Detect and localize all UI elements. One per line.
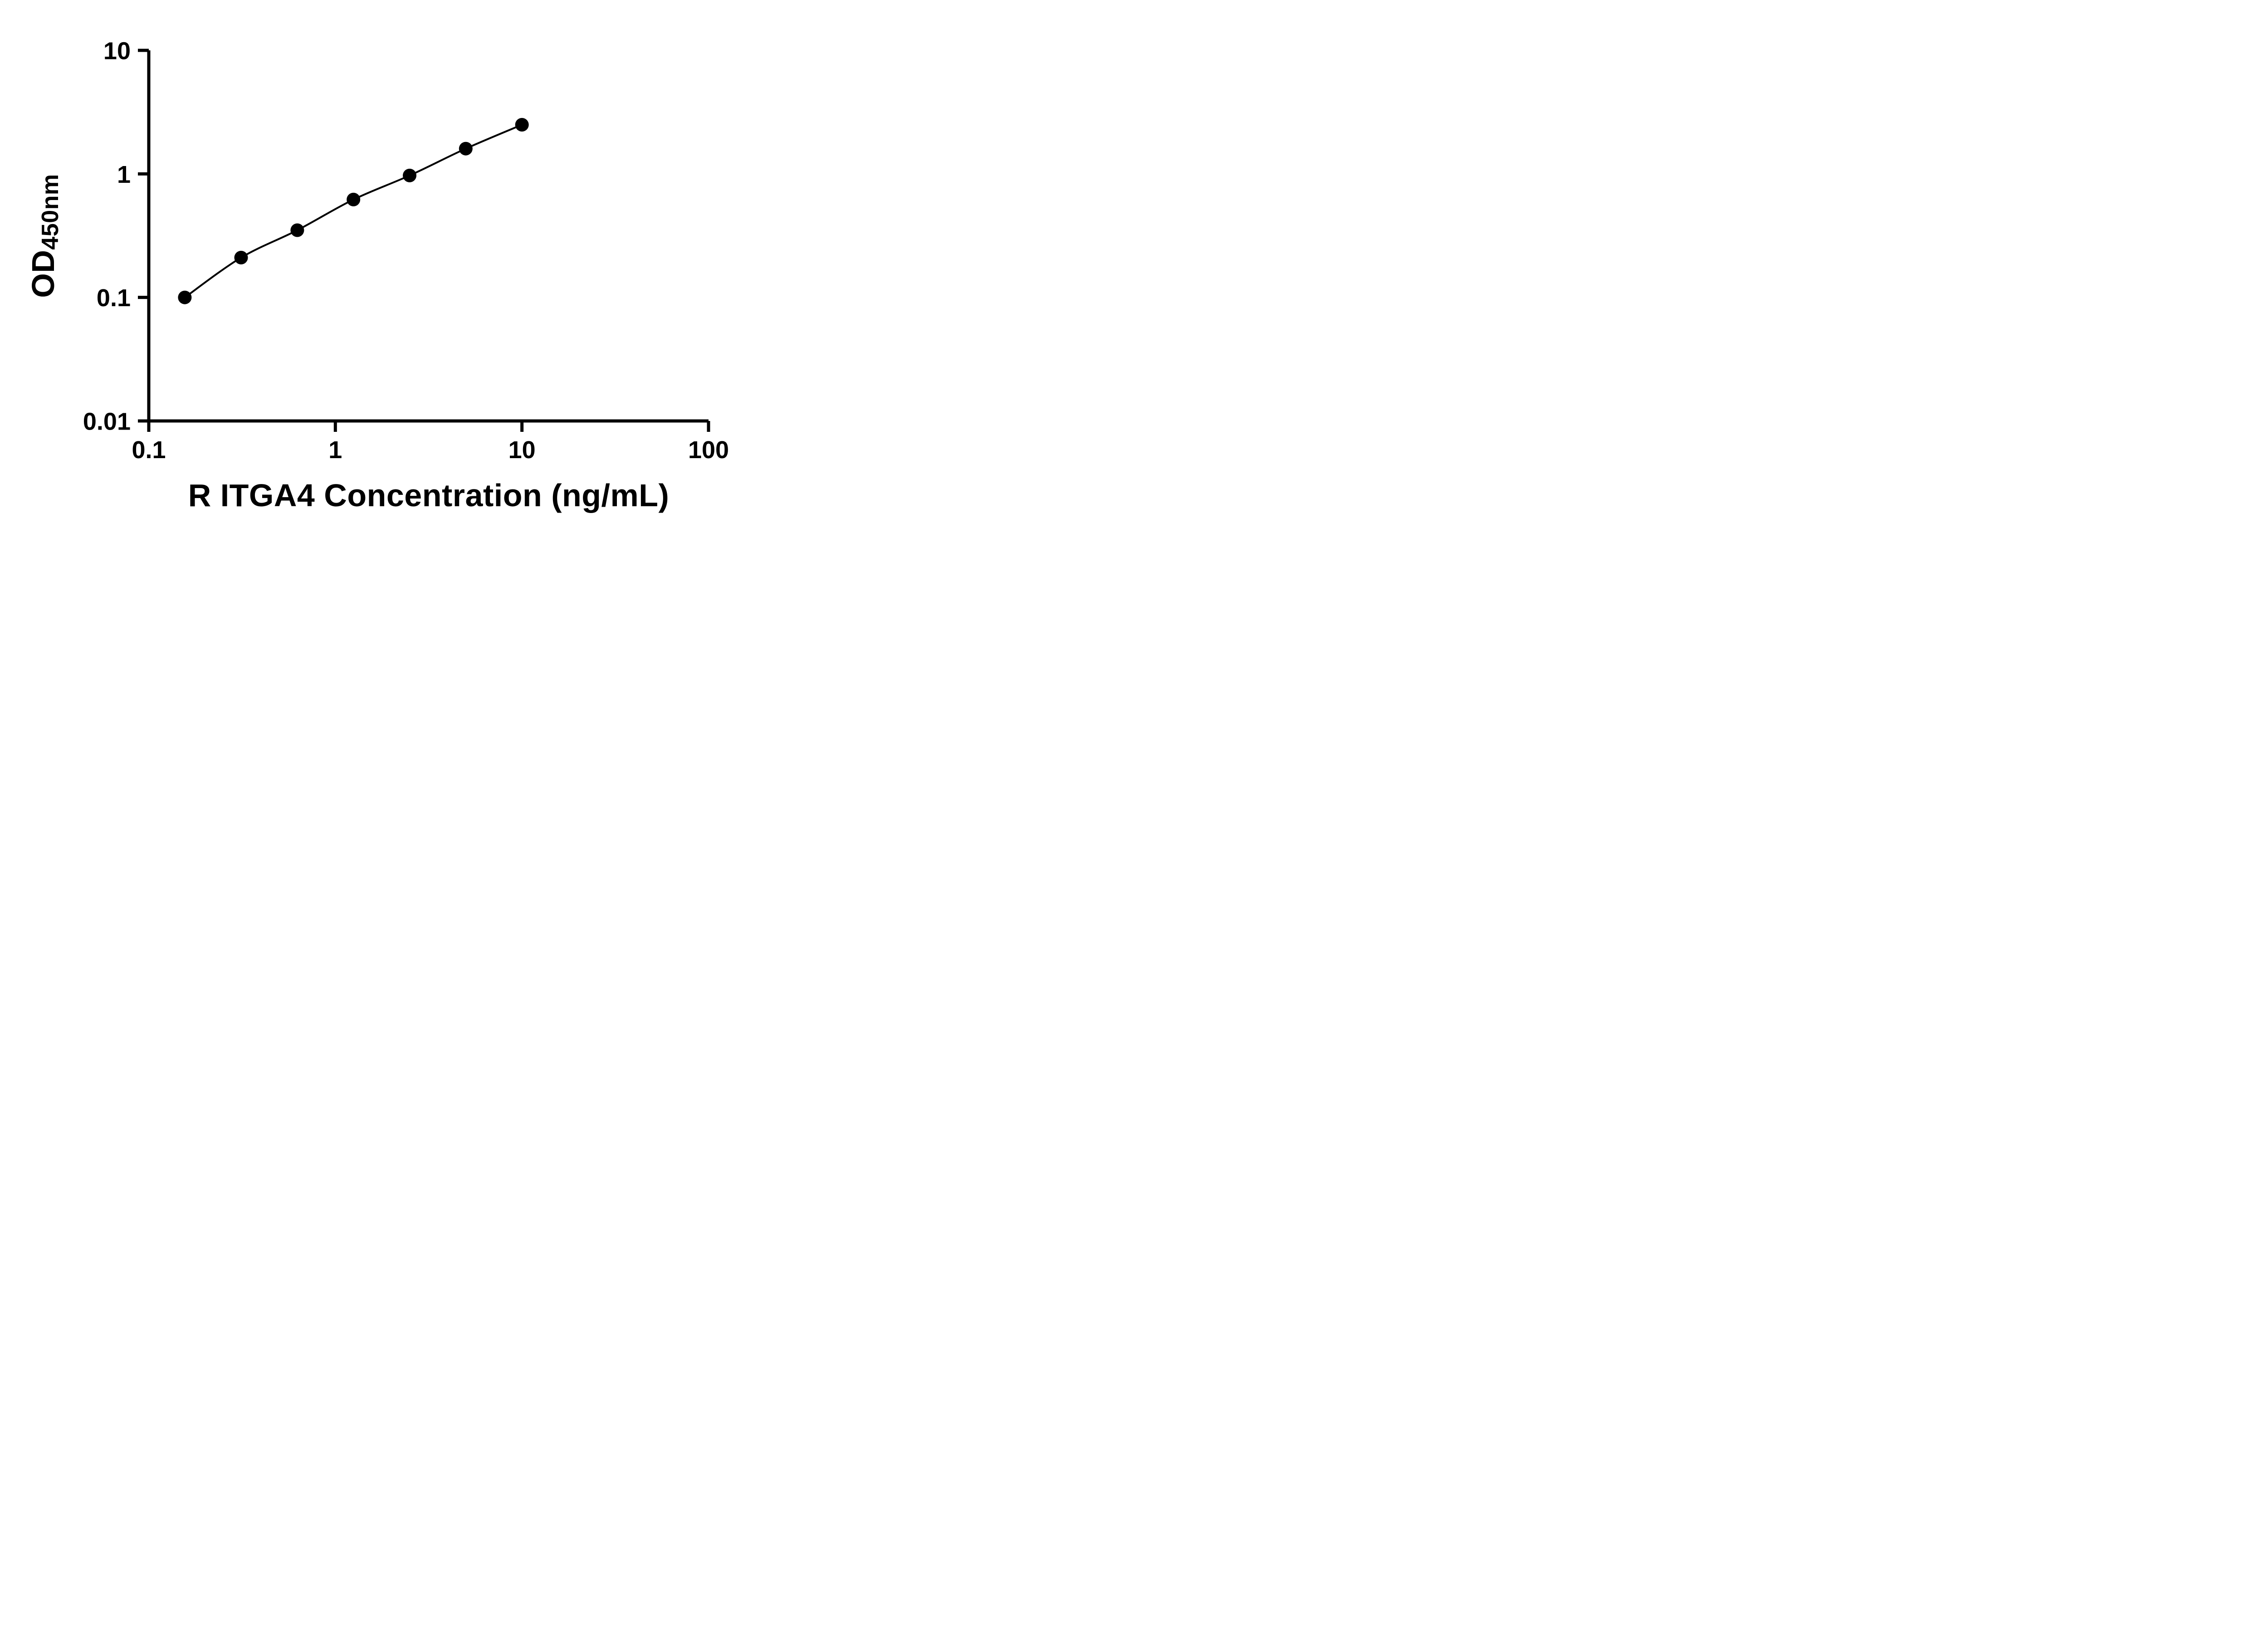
y-axis-title: OD450nm xyxy=(25,174,64,298)
y-tick-label: 0.1 xyxy=(97,284,131,312)
axis-frame xyxy=(147,50,709,423)
data-point xyxy=(347,192,361,206)
x-axis-title: R ITGA4 Concentration (ng/mL) xyxy=(188,478,670,513)
data-point xyxy=(515,118,529,132)
x-tick-label: 10 xyxy=(508,436,536,464)
x-tick-label: 1 xyxy=(328,436,342,464)
data-point xyxy=(459,142,473,156)
y-tick-label: 0.01 xyxy=(83,408,131,435)
y-tick-label: 10 xyxy=(103,37,131,64)
y-tick-label: 1 xyxy=(117,161,131,188)
data-point xyxy=(178,290,192,304)
y-axis-title-main: OD xyxy=(25,249,61,298)
y-axis-title-subscript: 450nm xyxy=(37,174,64,250)
elisa-standard-curve-figure: 0.1 1 10 100 0.01 0.1 1 10 OD450nm R ITGA4 Conc… xyxy=(0,0,777,544)
data-point xyxy=(290,223,304,237)
data-point xyxy=(403,168,416,182)
data-point xyxy=(234,250,248,264)
x-tick-label: 0.1 xyxy=(132,436,166,464)
x-tick-label: 100 xyxy=(688,436,729,464)
